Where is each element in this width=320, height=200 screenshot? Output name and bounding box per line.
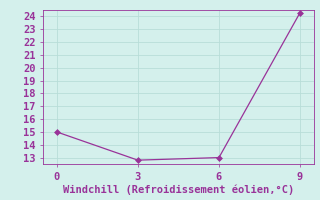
- X-axis label: Windchill (Refroidissement éolien,°C): Windchill (Refroidissement éolien,°C): [63, 184, 294, 195]
